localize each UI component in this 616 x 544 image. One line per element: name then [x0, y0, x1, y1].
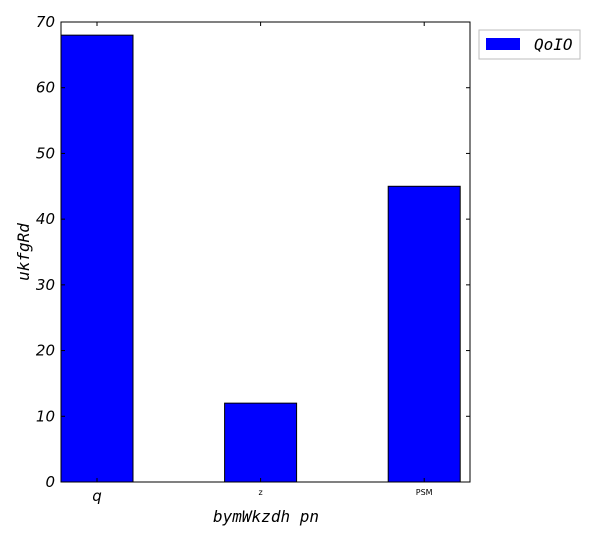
y-axis-label: ukfgRd: [14, 223, 33, 281]
y-tick-label: 0: [45, 473, 55, 491]
x-tick-label: q: [92, 487, 102, 505]
y-tick-label: 30: [36, 276, 55, 294]
x-tick-label: PSM: [416, 488, 433, 497]
bars-layer: [60, 34, 461, 483]
plot-frame: [60, 21, 471, 483]
bar-psm: [387, 185, 461, 483]
y-tick-label: 60: [36, 79, 55, 97]
y-tick-label: 20: [36, 342, 55, 360]
y-tick-label: 50: [36, 144, 55, 162]
bar-q: [60, 34, 134, 483]
y-axis: 0 10 20 30 40 50 60 70: [36, 13, 470, 491]
x-axis: q z PSM: [92, 22, 433, 505]
legend-label: QoIO: [534, 35, 573, 54]
y-tick-label: 70: [36, 13, 55, 31]
y-tick-label: 10: [36, 407, 55, 425]
legend-swatch: [486, 38, 520, 50]
bar-z: [224, 402, 298, 483]
legend: QoIO: [478, 29, 581, 60]
x-tick-label: z: [258, 488, 262, 497]
y-tick-label: 40: [36, 210, 55, 228]
x-axis-label: bymWkzdh pn: [213, 507, 319, 526]
